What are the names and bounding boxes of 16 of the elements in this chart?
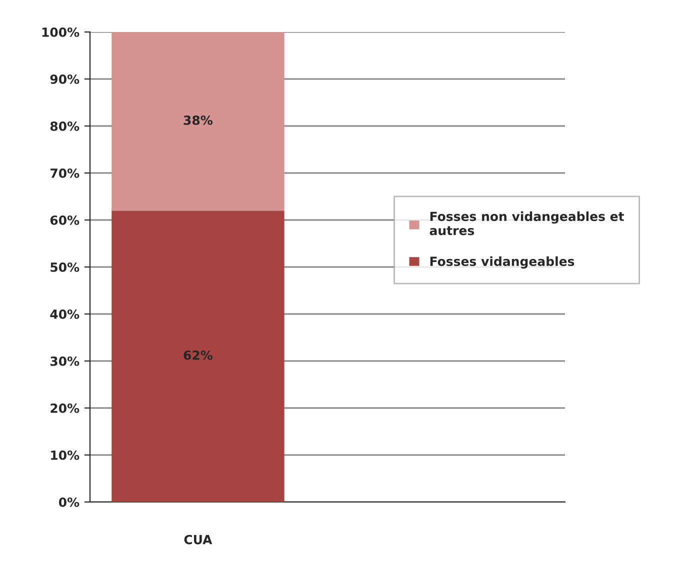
y-tick-label: 40%: [50, 309, 80, 319]
y-tick-label: 30%: [50, 356, 80, 366]
legend-label: Fosses vidangeables: [430, 256, 574, 269]
data-label: 62%: [184, 350, 213, 360]
x-tick-label: CUA: [184, 534, 212, 544]
y-tick-label: 0%: [58, 497, 80, 507]
legend-label: Fosses non vidangeables et autres: [430, 211, 624, 236]
y-tick-label: 70%: [50, 168, 80, 178]
data-label: 38%: [184, 115, 213, 125]
y-tick-label: 60%: [50, 215, 80, 225]
y-tick-label: 80%: [50, 121, 80, 131]
y-tick-label: 50%: [50, 262, 80, 272]
y-tick-label: 20%: [50, 403, 80, 413]
y-tick-label: 10%: [51, 450, 80, 460]
y-tick-label: 100%: [42, 27, 80, 37]
y-tick-label: 90%: [50, 74, 80, 84]
